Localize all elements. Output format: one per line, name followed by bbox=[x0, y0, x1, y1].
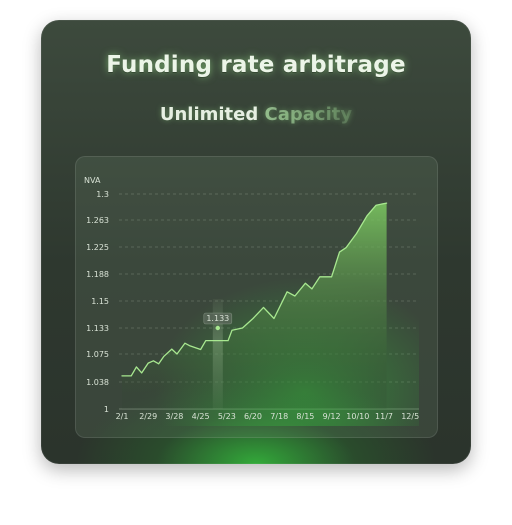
subtitle-word-capacity: Capacity bbox=[264, 104, 353, 125]
x-tick-label: 3/28 bbox=[165, 412, 183, 421]
y-tick-label: 1.133 bbox=[86, 324, 109, 333]
y-tick-label: 1.075 bbox=[86, 350, 109, 359]
y-tick-label: 1.188 bbox=[86, 270, 109, 279]
x-tick-label: 6/20 bbox=[244, 412, 262, 421]
series-line bbox=[121, 202, 388, 377]
x-tick-label: 12/5 bbox=[401, 412, 419, 421]
hover-column bbox=[212, 299, 223, 409]
strategy-card: Funding rate arbitrage Unlimited Capacit… bbox=[41, 20, 471, 464]
tooltip-label: 1.133 bbox=[206, 314, 229, 323]
tooltip-box bbox=[203, 312, 233, 325]
y-axis-label: NVA bbox=[84, 176, 101, 185]
y-tick-label: 1 bbox=[104, 405, 109, 414]
tooltip-point bbox=[215, 325, 220, 331]
x-tick-label: 2/29 bbox=[139, 412, 157, 421]
y-tick-label: 1.038 bbox=[86, 378, 109, 387]
card-title: Funding rate arbitrage bbox=[106, 52, 406, 78]
subtitle-word-unlimited: Unlimited bbox=[159, 104, 259, 125]
card-subtitle: Unlimited Capacity bbox=[41, 104, 471, 125]
x-tick-label: 9/12 bbox=[323, 412, 341, 421]
y-tick-label: 1.225 bbox=[86, 243, 109, 252]
chart-panel: NVA 1 1.038 1.075 1.133 1.15 1.188 1.225 1.263 1.… bbox=[75, 156, 438, 438]
y-tick-label: 1.263 bbox=[86, 216, 109, 225]
series-area bbox=[122, 203, 387, 409]
y-tick-label: 1.15 bbox=[91, 297, 109, 306]
x-tick-label: 4/25 bbox=[192, 412, 210, 421]
y-tick-label: 1.3 bbox=[96, 190, 109, 199]
x-tick-label: 5/23 bbox=[218, 412, 236, 421]
x-tick-label: 7/18 bbox=[270, 412, 288, 421]
nva-chart: NVA 1 1.038 1.075 1.133 1.15 1.188 1.225 1.263 1.… bbox=[84, 176, 419, 426]
x-tick-label: 2/1 bbox=[116, 412, 129, 421]
x-tick-label: 8/15 bbox=[296, 412, 314, 421]
x-tick-label: 11/7 bbox=[375, 412, 393, 421]
x-tick-label: 10/10 bbox=[346, 412, 369, 421]
